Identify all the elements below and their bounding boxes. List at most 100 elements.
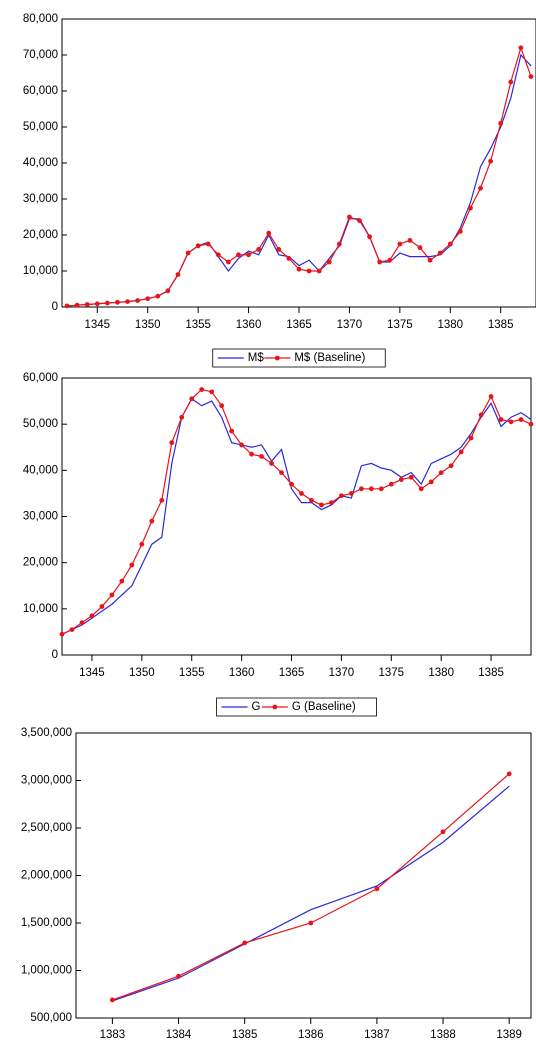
- series-marker: [297, 267, 302, 272]
- y-tick-label: 2,000,000: [21, 870, 72, 882]
- series-marker: [367, 234, 372, 239]
- series-marker: [337, 242, 342, 247]
- x-tick-label: 1385: [478, 667, 504, 679]
- series-marker: [308, 921, 313, 926]
- x-tick-label: 1370: [337, 319, 363, 331]
- series-line: [62, 390, 531, 635]
- series-marker: [299, 491, 304, 496]
- series-marker: [239, 443, 244, 448]
- legend-label: G: [252, 701, 261, 713]
- x-tick-label: 1360: [236, 319, 262, 331]
- series-marker: [507, 771, 512, 776]
- x-tick-label: 1365: [286, 319, 312, 331]
- series-marker: [508, 80, 513, 85]
- y-tick-label: 20,000: [23, 229, 58, 241]
- series-marker: [287, 256, 292, 261]
- series-marker: [125, 299, 130, 304]
- x-tick-label: 1388: [430, 1029, 456, 1041]
- y-tick-label: 3,500,000: [21, 727, 72, 739]
- series-marker: [329, 500, 334, 505]
- series-marker: [399, 477, 404, 482]
- series-marker: [307, 269, 312, 274]
- y-tick-label: 80,000: [23, 13, 58, 25]
- series-marker: [75, 303, 80, 308]
- series-marker: [468, 206, 473, 211]
- series-marker: [206, 242, 211, 247]
- x-tick-label: 1360: [229, 667, 255, 679]
- series-marker: [389, 482, 394, 487]
- series-marker: [441, 829, 446, 834]
- series-marker: [448, 242, 453, 247]
- series-marker: [419, 486, 424, 491]
- series-marker: [439, 470, 444, 475]
- series-marker: [226, 260, 231, 265]
- x-tick-label: 1375: [379, 667, 405, 679]
- series-marker: [256, 247, 261, 252]
- series-marker: [458, 229, 463, 234]
- series-marker: [65, 304, 70, 309]
- y-tick-label: 40,000: [23, 157, 58, 169]
- series-marker: [529, 422, 534, 427]
- series-marker: [379, 486, 384, 491]
- y-tick-label: 10,000: [23, 603, 58, 615]
- legend: GG (Baseline): [217, 698, 377, 716]
- x-tick-label: 1380: [428, 667, 454, 679]
- series-marker: [165, 288, 170, 293]
- series-marker: [459, 449, 464, 454]
- x-tick-label: 1375: [387, 319, 413, 331]
- legend-marker: [272, 705, 277, 710]
- x-tick-label: 1345: [85, 319, 111, 331]
- series-marker: [519, 417, 524, 422]
- x-tick-label: 1387: [364, 1029, 390, 1041]
- series-marker: [339, 493, 344, 498]
- series-marker: [276, 247, 281, 252]
- series-marker: [119, 579, 124, 584]
- plot-frame: [76, 733, 531, 1018]
- y-tick-label: 0: [52, 649, 58, 661]
- series-marker: [266, 231, 271, 236]
- x-tick-label: 1385: [232, 1029, 258, 1041]
- plot-frame: [62, 378, 531, 655]
- series-marker: [375, 886, 380, 891]
- series-marker: [186, 251, 191, 256]
- legend-label: M$ (Baseline): [294, 352, 365, 364]
- series-marker: [229, 429, 234, 434]
- series-marker: [479, 413, 484, 418]
- legend-marker: [275, 356, 280, 361]
- series-marker: [499, 417, 504, 422]
- series-marker: [70, 627, 75, 632]
- figure: 010,00020,00030,00040,00050,00060,00070,…: [0, 0, 536, 1062]
- series-marker: [429, 479, 434, 484]
- series-marker: [95, 301, 100, 306]
- series-marker: [189, 396, 194, 401]
- series-marker: [219, 403, 224, 408]
- series-marker: [216, 252, 221, 257]
- y-tick-label: 70,000: [23, 49, 58, 61]
- x-tick-label: 1383: [100, 1029, 126, 1041]
- series-marker: [269, 461, 274, 466]
- series-marker: [418, 245, 423, 250]
- series-marker: [387, 258, 392, 263]
- x-tick-label: 1355: [179, 667, 205, 679]
- series-marker: [449, 463, 454, 468]
- series-marker: [80, 620, 85, 625]
- y-tick-label: 2,500,000: [21, 822, 72, 834]
- series-marker: [478, 186, 483, 191]
- series-marker: [488, 159, 493, 164]
- series-marker: [242, 941, 247, 946]
- series-marker: [60, 632, 65, 637]
- series-marker: [309, 498, 314, 503]
- series-marker: [489, 394, 494, 399]
- x-tick-label: 1365: [279, 667, 305, 679]
- series-line: [112, 786, 509, 1001]
- series-marker: [359, 486, 364, 491]
- y-tick-label: 50,000: [23, 418, 58, 430]
- series-marker: [279, 470, 284, 475]
- series-marker: [289, 482, 294, 487]
- series-marker: [349, 491, 354, 496]
- x-tick-label: 1384: [166, 1029, 192, 1041]
- x-tick-label: 1370: [329, 667, 355, 679]
- series-marker: [408, 238, 413, 243]
- series-marker: [249, 452, 254, 457]
- y-tick-label: 60,000: [23, 85, 58, 97]
